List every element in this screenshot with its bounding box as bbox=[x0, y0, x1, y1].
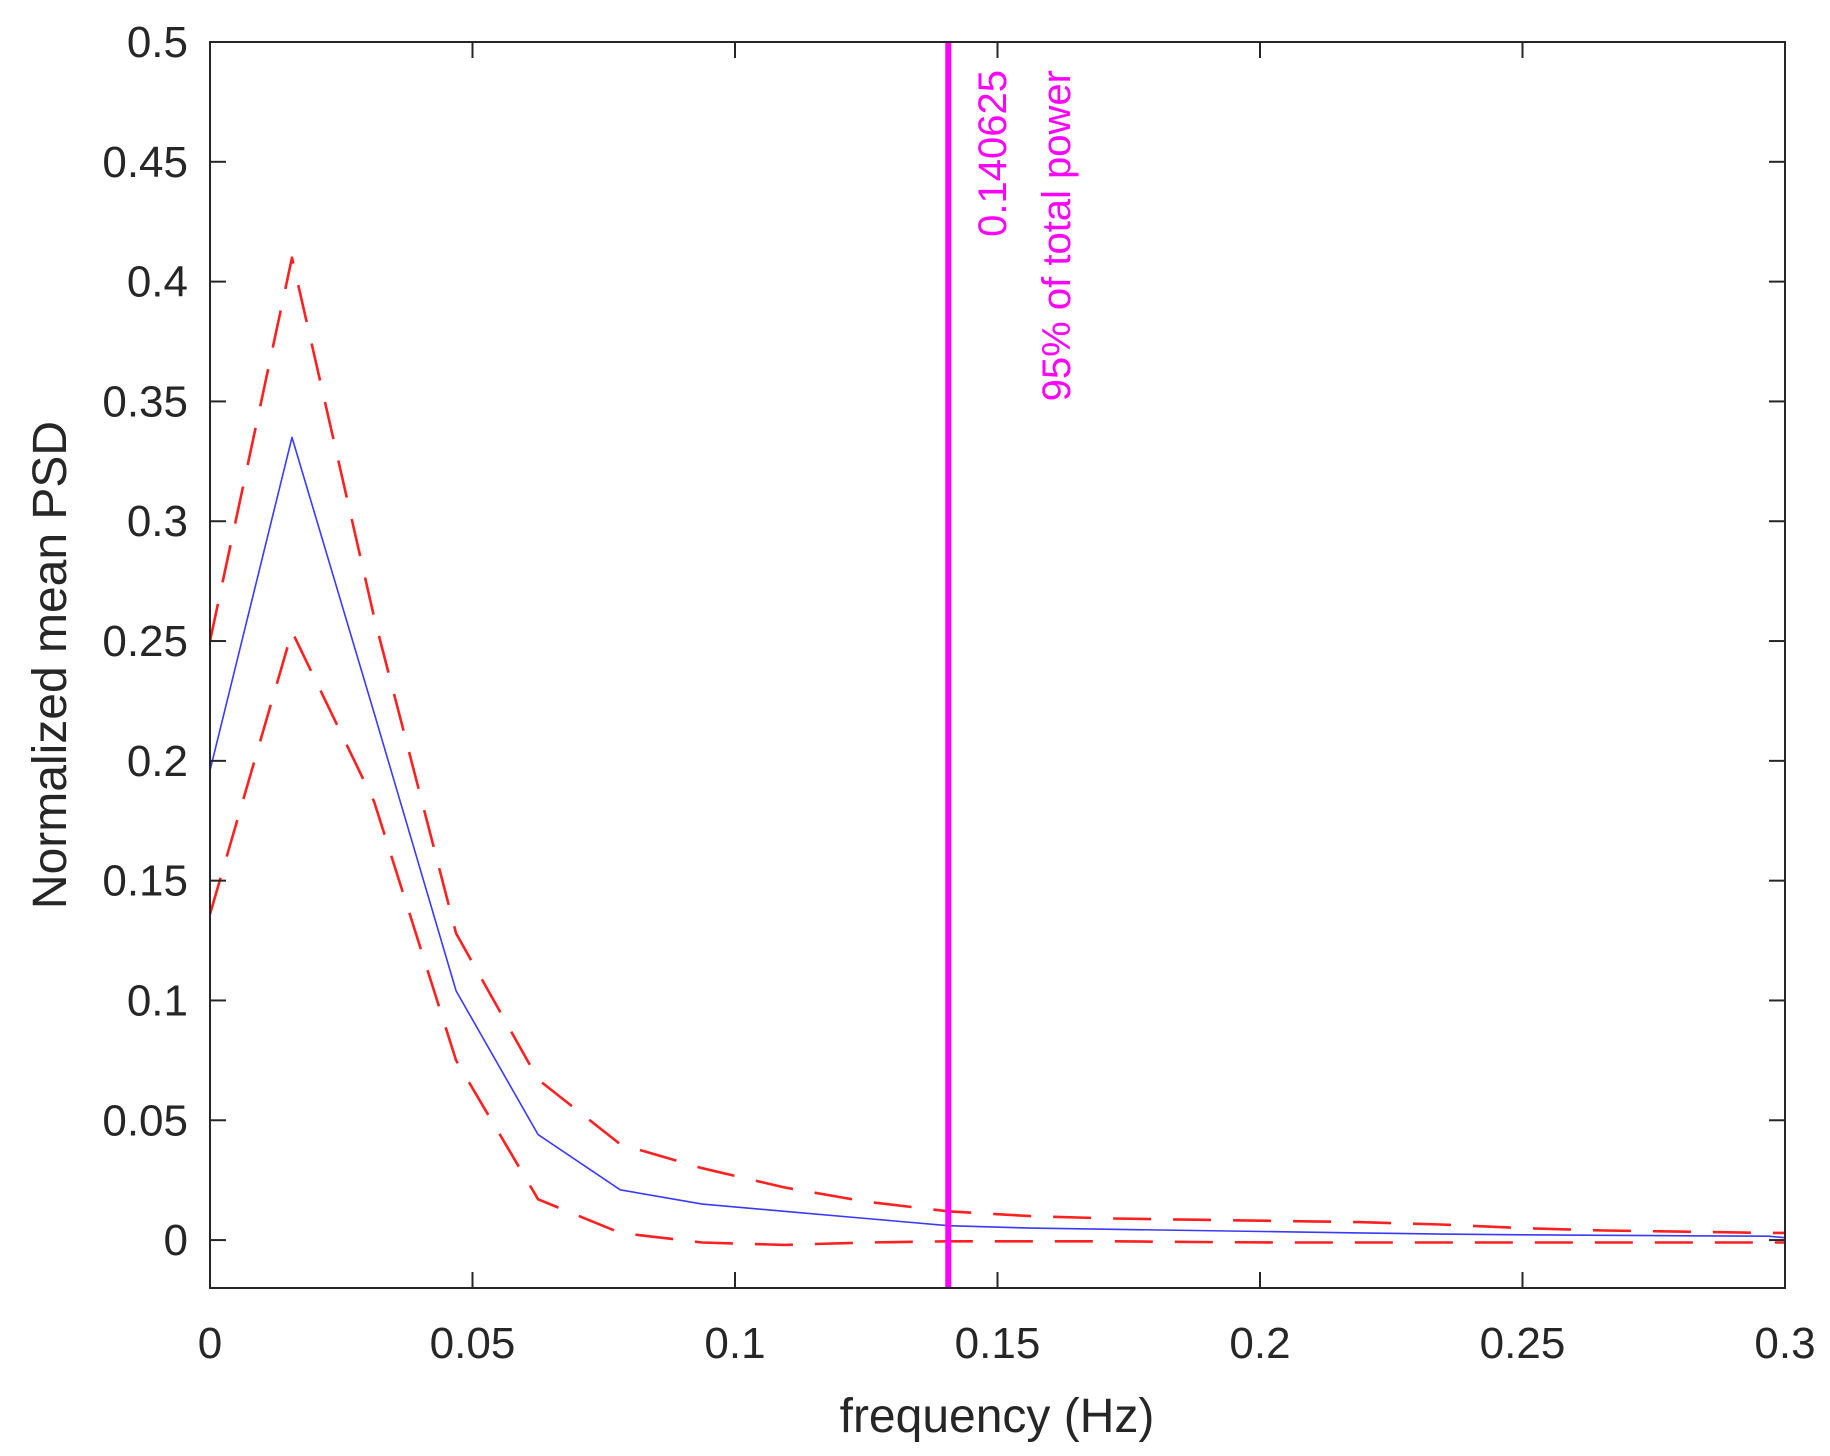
y-tick-label: 0.2 bbox=[127, 737, 188, 786]
series-layer bbox=[210, 256, 1785, 1247]
x-tick-label: 0.2 bbox=[1229, 1319, 1290, 1368]
y-tick-label: 0.15 bbox=[102, 857, 188, 906]
y-tick-label: 0.45 bbox=[102, 138, 188, 187]
y-axis-label: Normalized mean PSD bbox=[24, 421, 77, 909]
confidence-bound-line-1 bbox=[210, 256, 1785, 1235]
x-axis-label: frequency (Hz) bbox=[840, 1390, 1155, 1443]
y-tick-label: 0.4 bbox=[127, 258, 188, 307]
vline-value-label: 0.140625 bbox=[971, 70, 1015, 237]
confidence-bound-line-2 bbox=[210, 630, 1785, 1247]
vline-layer: 0.140625 95% of total power bbox=[945, 42, 1079, 1288]
label-layer: frequency (Hz) Normalized mean PSD bbox=[24, 421, 1154, 1443]
x-tick-label: 0.15 bbox=[955, 1319, 1041, 1368]
tick-layer: 0 0.05 0.1 0.15 0.2 0.25 0.3 0 0.05 0.1 0.15 0.2 0.2… bbox=[102, 18, 1815, 1368]
x-tick-label: 0.1 bbox=[704, 1319, 765, 1368]
mean-psd-line bbox=[210, 436, 1785, 1239]
y-tick-label: 0.05 bbox=[102, 1096, 188, 1145]
x-tick-label: 0.3 bbox=[1754, 1319, 1815, 1368]
y-tick-label: 0.5 bbox=[127, 18, 188, 67]
y-tick-label: 0 bbox=[164, 1216, 188, 1265]
vline-text-label: 95% of total power bbox=[1035, 70, 1079, 401]
y-tick-label: 0.35 bbox=[102, 377, 188, 426]
y-tick-label: 0.25 bbox=[102, 617, 188, 666]
x-tick-label: 0.05 bbox=[430, 1319, 516, 1368]
y-tick-label: 0.3 bbox=[127, 497, 188, 546]
x-tick-label: 0 bbox=[198, 1319, 222, 1368]
y-tick-label: 0.1 bbox=[127, 976, 188, 1025]
x-tick-label: 0.25 bbox=[1480, 1319, 1566, 1368]
